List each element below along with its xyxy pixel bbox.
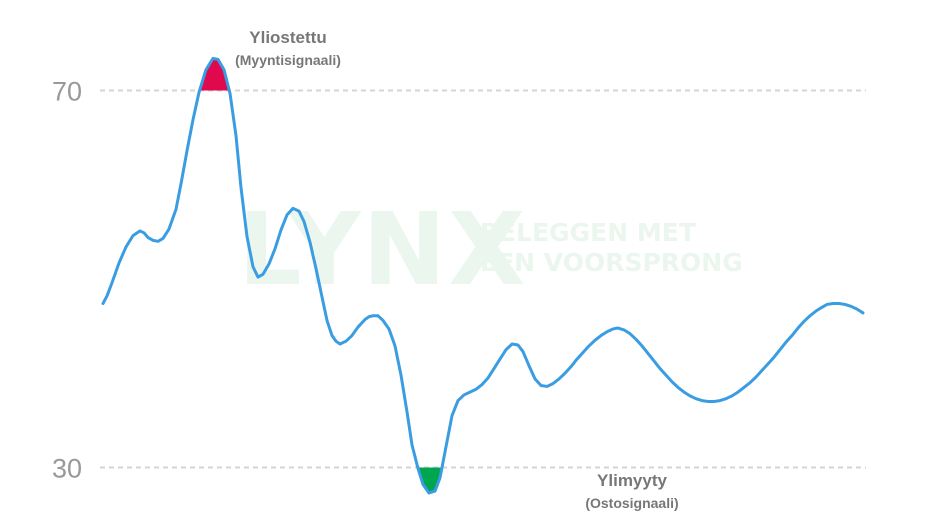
- oversold-title: Ylimyyty: [597, 471, 667, 490]
- watermark-tagline-line1: BELEGGEN MET: [480, 218, 696, 247]
- overbought-annotation: Yliostettu (Myyntisignaali): [188, 28, 388, 68]
- reference-lines: [100, 89, 866, 469]
- series-layer: [101, 56, 865, 495]
- oversold-subtitle: (Ostosignaali): [585, 495, 679, 511]
- y-tick-label-70: 70: [52, 76, 82, 106]
- watermark-tagline: BELEGGEN MET EEN VOORSPRONG: [480, 218, 743, 278]
- y-axis-ticks: 30 70: [52, 76, 82, 483]
- overbought-subtitle: (Myyntisignaali): [235, 52, 341, 68]
- y-tick-label-30: 30: [52, 454, 82, 484]
- watermark-tagline-line2: EEN VOORSPRONG: [480, 248, 743, 277]
- rsi-line: [101, 56, 865, 495]
- overbought-title: Yliostettu: [249, 28, 327, 47]
- oversold-annotation: Ylimyyty (Ostosignaali): [532, 471, 732, 511]
- signal-fills: [199, 58, 442, 493]
